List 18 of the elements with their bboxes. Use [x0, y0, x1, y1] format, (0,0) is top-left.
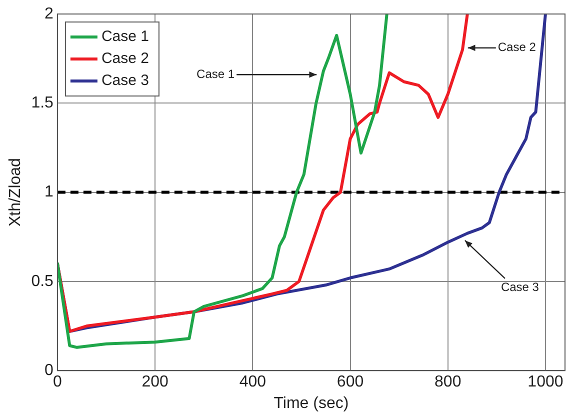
- legend-label: Case 2: [101, 50, 149, 68]
- x-tick-label: 200: [142, 374, 168, 391]
- x-tick-label: 800: [434, 374, 462, 391]
- y-tick-label: 1.5: [31, 94, 54, 112]
- x-axis-title: Time (sec): [274, 394, 349, 412]
- annotation: Case 2: [498, 40, 536, 54]
- x-tick-label: 600: [336, 374, 364, 391]
- y-tick-label: 1: [44, 184, 54, 201]
- x-tick-label: 1000: [528, 374, 564, 391]
- y-axis-title: Xth/Zload: [7, 158, 24, 227]
- annotation: Case 3: [500, 280, 540, 294]
- legend-label: Case 3: [101, 72, 149, 90]
- y-tick-label: 0.5: [31, 272, 54, 290]
- legend-label: Case 1: [101, 28, 149, 46]
- x-tick-label: 400: [239, 374, 266, 391]
- y-tick-label: 0: [44, 362, 54, 380]
- y-tick-label: 2: [44, 5, 54, 22]
- annotation: Case 1: [196, 66, 235, 81]
